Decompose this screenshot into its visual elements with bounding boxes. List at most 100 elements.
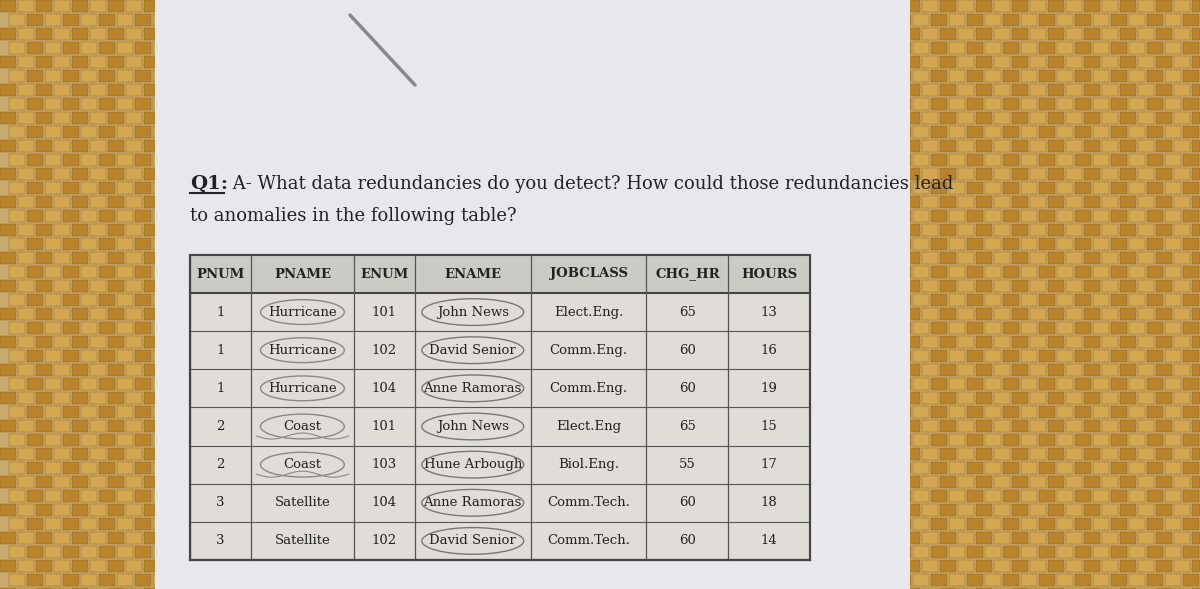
Bar: [1003, 98, 1019, 110]
Bar: [1021, 42, 1037, 54]
Bar: [408, 168, 424, 180]
Bar: [1129, 154, 1145, 166]
Bar: [1156, 84, 1172, 96]
Bar: [922, 0, 938, 12]
Bar: [98, 378, 115, 390]
Text: Satellite: Satellite: [275, 534, 330, 547]
Bar: [1021, 210, 1037, 222]
Bar: [490, 406, 500, 418]
Bar: [958, 560, 974, 572]
Bar: [72, 280, 88, 292]
Bar: [1156, 308, 1172, 320]
Bar: [490, 462, 500, 474]
Bar: [868, 224, 884, 236]
Bar: [310, 490, 325, 502]
Bar: [994, 56, 1010, 68]
Bar: [372, 588, 388, 589]
Bar: [208, 294, 210, 306]
Bar: [162, 140, 178, 152]
Bar: [877, 546, 893, 558]
Bar: [118, 98, 133, 110]
Bar: [1138, 0, 1154, 12]
Bar: [985, 294, 1001, 306]
Bar: [1093, 434, 1109, 446]
Bar: [1048, 560, 1064, 572]
Bar: [967, 490, 983, 502]
Bar: [134, 182, 151, 194]
Bar: [985, 126, 1001, 138]
Bar: [1093, 210, 1109, 222]
Bar: [931, 322, 947, 334]
Bar: [10, 154, 25, 166]
Bar: [967, 434, 983, 446]
Bar: [1012, 0, 1028, 12]
Bar: [18, 336, 34, 348]
Bar: [470, 14, 487, 26]
Bar: [18, 420, 34, 432]
Bar: [1111, 350, 1127, 362]
Bar: [238, 378, 253, 390]
Bar: [346, 546, 361, 558]
Bar: [372, 252, 388, 264]
Bar: [1093, 546, 1109, 558]
Bar: [940, 448, 956, 460]
Bar: [985, 462, 1001, 474]
Bar: [1174, 392, 1190, 404]
Bar: [1066, 420, 1082, 432]
Bar: [282, 420, 298, 432]
Bar: [28, 490, 43, 502]
Bar: [418, 490, 433, 502]
Bar: [90, 532, 106, 544]
Bar: [913, 574, 929, 586]
Bar: [238, 98, 253, 110]
Bar: [28, 378, 43, 390]
Bar: [1030, 28, 1046, 40]
Bar: [210, 308, 226, 320]
Bar: [118, 14, 133, 26]
Text: 14: 14: [761, 534, 778, 547]
Bar: [292, 70, 307, 82]
Bar: [72, 28, 88, 40]
Bar: [98, 406, 115, 418]
Bar: [480, 252, 496, 264]
Bar: [382, 70, 397, 82]
Bar: [1012, 84, 1028, 96]
Bar: [1003, 126, 1019, 138]
Bar: [64, 574, 79, 586]
Bar: [36, 0, 52, 12]
Bar: [134, 434, 151, 446]
Bar: [904, 196, 920, 208]
Bar: [895, 518, 911, 530]
Bar: [98, 182, 115, 194]
Bar: [931, 98, 947, 110]
Bar: [180, 532, 196, 544]
Bar: [382, 406, 397, 418]
Bar: [172, 266, 187, 278]
Bar: [1066, 364, 1082, 376]
Bar: [382, 322, 397, 334]
Bar: [208, 574, 210, 586]
Bar: [190, 266, 205, 278]
Bar: [1003, 490, 1019, 502]
Bar: [54, 224, 70, 236]
Bar: [398, 434, 415, 446]
Bar: [144, 560, 160, 572]
Bar: [0, 560, 16, 572]
Bar: [64, 462, 79, 474]
Bar: [72, 364, 88, 376]
Bar: [1066, 168, 1082, 180]
Bar: [354, 476, 370, 488]
Bar: [1138, 28, 1154, 40]
Bar: [1174, 364, 1190, 376]
Bar: [326, 182, 343, 194]
Bar: [18, 532, 34, 544]
Bar: [90, 196, 106, 208]
Bar: [1111, 70, 1127, 82]
Bar: [354, 504, 370, 516]
Bar: [1093, 322, 1109, 334]
Bar: [208, 322, 210, 334]
Bar: [144, 420, 160, 432]
Bar: [190, 154, 205, 166]
Bar: [300, 448, 316, 460]
Text: 2: 2: [216, 458, 224, 471]
